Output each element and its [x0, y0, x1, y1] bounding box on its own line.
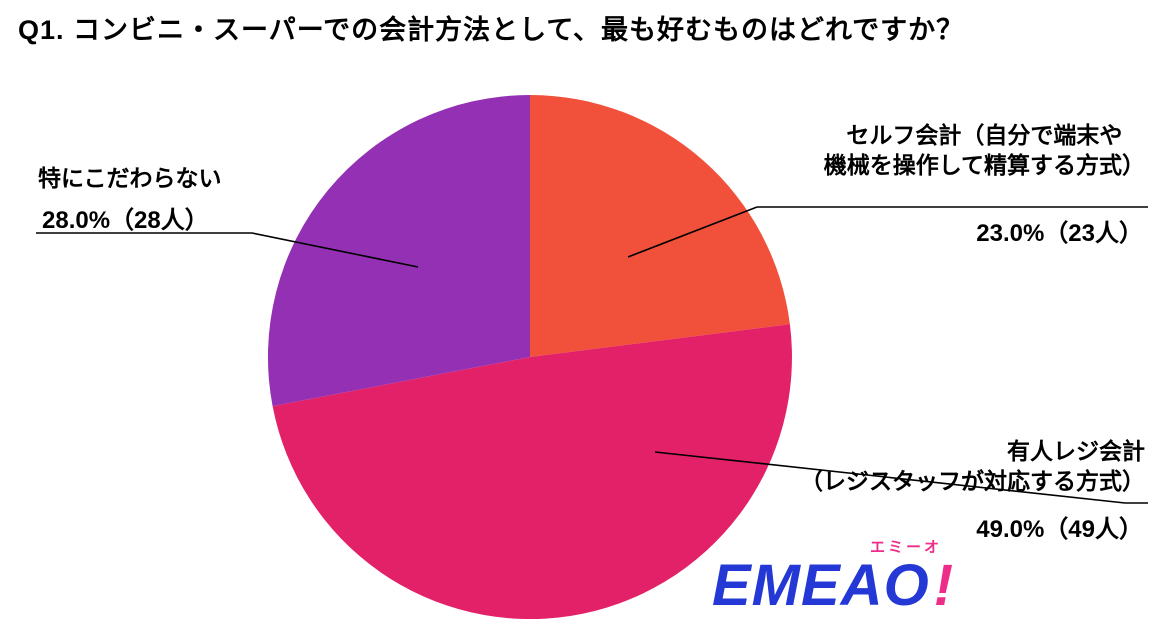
callout-line-none-leader	[251, 232, 419, 268]
callout-value-no-preference: 28.0%（28人）	[42, 207, 209, 234]
callout-label-line: 特にこだわらない	[38, 165, 222, 191]
callout-label-self-checkout: セルフ会計（自分で端末や 機械を操作して精算する方式）	[824, 120, 1145, 180]
callout-lines	[36, 206, 1148, 504]
chart-title: Q1. コンビニ・スーパーでの会計方法として、最も好むものはどれですか？	[18, 15, 965, 45]
pie-slice-1	[272, 324, 792, 620]
callout-line-self-leader	[627, 206, 758, 258]
logo-text: EMEAO	[712, 553, 930, 618]
callout-line-staffed-leader	[654, 451, 1126, 504]
logo-furigana: エミーオ	[870, 539, 943, 556]
callout-label-no-preference: 特にこだわらない	[38, 163, 222, 193]
logo-exclamation-icon: !	[933, 553, 954, 618]
pie-slices	[267, 94, 792, 620]
emeao-logo: エミーオ EMEAO!	[712, 540, 953, 629]
pie-slice-0	[530, 95, 790, 357]
callout-label-staffed-register: 有人レジ会計 （レジスタッフが対応する方式）	[800, 436, 1145, 496]
callout-label-line: （レジスタッフが対応する方式）	[800, 468, 1145, 494]
callout-value-staffed-register: 49.0%（49人）	[976, 516, 1143, 543]
callout-label-line: セルフ会計（自分で端末や	[846, 122, 1123, 148]
pie-slice-2	[267, 94, 530, 407]
callout-value-self-checkout: 23.0%（23人）	[976, 220, 1143, 247]
callout-label-line: 機械を操作して精算する方式）	[823, 152, 1145, 178]
callout-label-line: 有人レジ会計	[1007, 438, 1145, 464]
